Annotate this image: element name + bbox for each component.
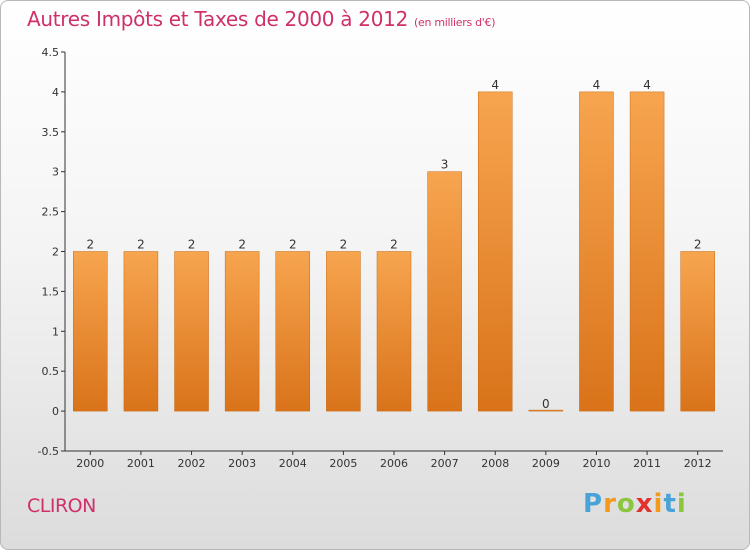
- x-tick-label: 2004: [279, 457, 307, 470]
- bar-2005: [326, 251, 361, 412]
- data-label-2002: 2: [188, 238, 196, 252]
- data-label-2007: 3: [441, 158, 449, 172]
- x-tick-label: 2002: [178, 457, 206, 470]
- x-tick-label: 2006: [380, 457, 408, 470]
- chart-unit: (en milliers d'€): [414, 16, 496, 29]
- y-tick-label: 0: [52, 405, 59, 418]
- x-tick-label: 2003: [228, 457, 256, 470]
- data-label-2008: 4: [491, 78, 499, 92]
- data-label-2001: 2: [137, 238, 145, 252]
- x-tick-label: 2008: [481, 457, 509, 470]
- bar-2004: [275, 251, 311, 412]
- y-tick-label: 4: [52, 86, 59, 99]
- y-tick-label: 0.5: [42, 365, 60, 378]
- data-label-2004: 2: [289, 238, 297, 252]
- x-tick-label: 2010: [582, 457, 610, 470]
- proxiti-logo[interactable]: Proxiti: [583, 489, 687, 519]
- chart-title-text: Autres Impôts et Taxes de 2000 à 2012: [27, 7, 408, 31]
- x-tick-label: 2005: [329, 457, 357, 470]
- bar-2007: [427, 171, 462, 412]
- data-label-2012: 2: [694, 238, 702, 252]
- data-label-2000: 2: [86, 238, 94, 252]
- y-tick-label: 3.5: [42, 126, 60, 139]
- bar-2011: [629, 91, 665, 412]
- chart-title: Autres Impôts et Taxes de 2000 à 2012 (en…: [27, 7, 495, 31]
- y-tick-label: 3: [52, 166, 59, 179]
- bar-2010: [579, 91, 614, 412]
- data-label-2006: 2: [390, 238, 398, 252]
- bar-2001: [123, 251, 159, 412]
- data-label-2009: 0: [542, 397, 550, 411]
- x-tick-label: 2012: [684, 457, 712, 470]
- y-tick-label: 1: [52, 325, 59, 338]
- x-tick-label: 2001: [127, 457, 155, 470]
- bar-2012: [680, 251, 715, 412]
- x-tick-label: 2000: [76, 457, 104, 470]
- bar-2002: [174, 251, 209, 412]
- x-tick-label: 2011: [633, 457, 661, 470]
- bar-2003: [224, 251, 260, 412]
- data-label-2005: 2: [340, 238, 348, 252]
- y-tick-label: -0.5: [38, 445, 59, 458]
- data-label-2003: 2: [238, 238, 246, 252]
- y-tick-label: 2: [52, 246, 59, 259]
- data-label-2011: 4: [643, 78, 651, 92]
- bar-2006: [376, 251, 412, 412]
- y-tick-label: 4.5: [42, 46, 60, 59]
- bar-2000: [73, 251, 108, 412]
- x-tick-label: 2007: [431, 457, 459, 470]
- y-tick-label: 2.5: [42, 206, 60, 219]
- x-tick-label: 2009: [532, 457, 560, 470]
- y-tick-label: 1.5: [42, 285, 60, 298]
- bar-2009: [528, 409, 564, 412]
- commune-name: CLIRON: [27, 495, 96, 517]
- bar-2008: [477, 91, 513, 412]
- data-label-2010: 4: [593, 78, 601, 92]
